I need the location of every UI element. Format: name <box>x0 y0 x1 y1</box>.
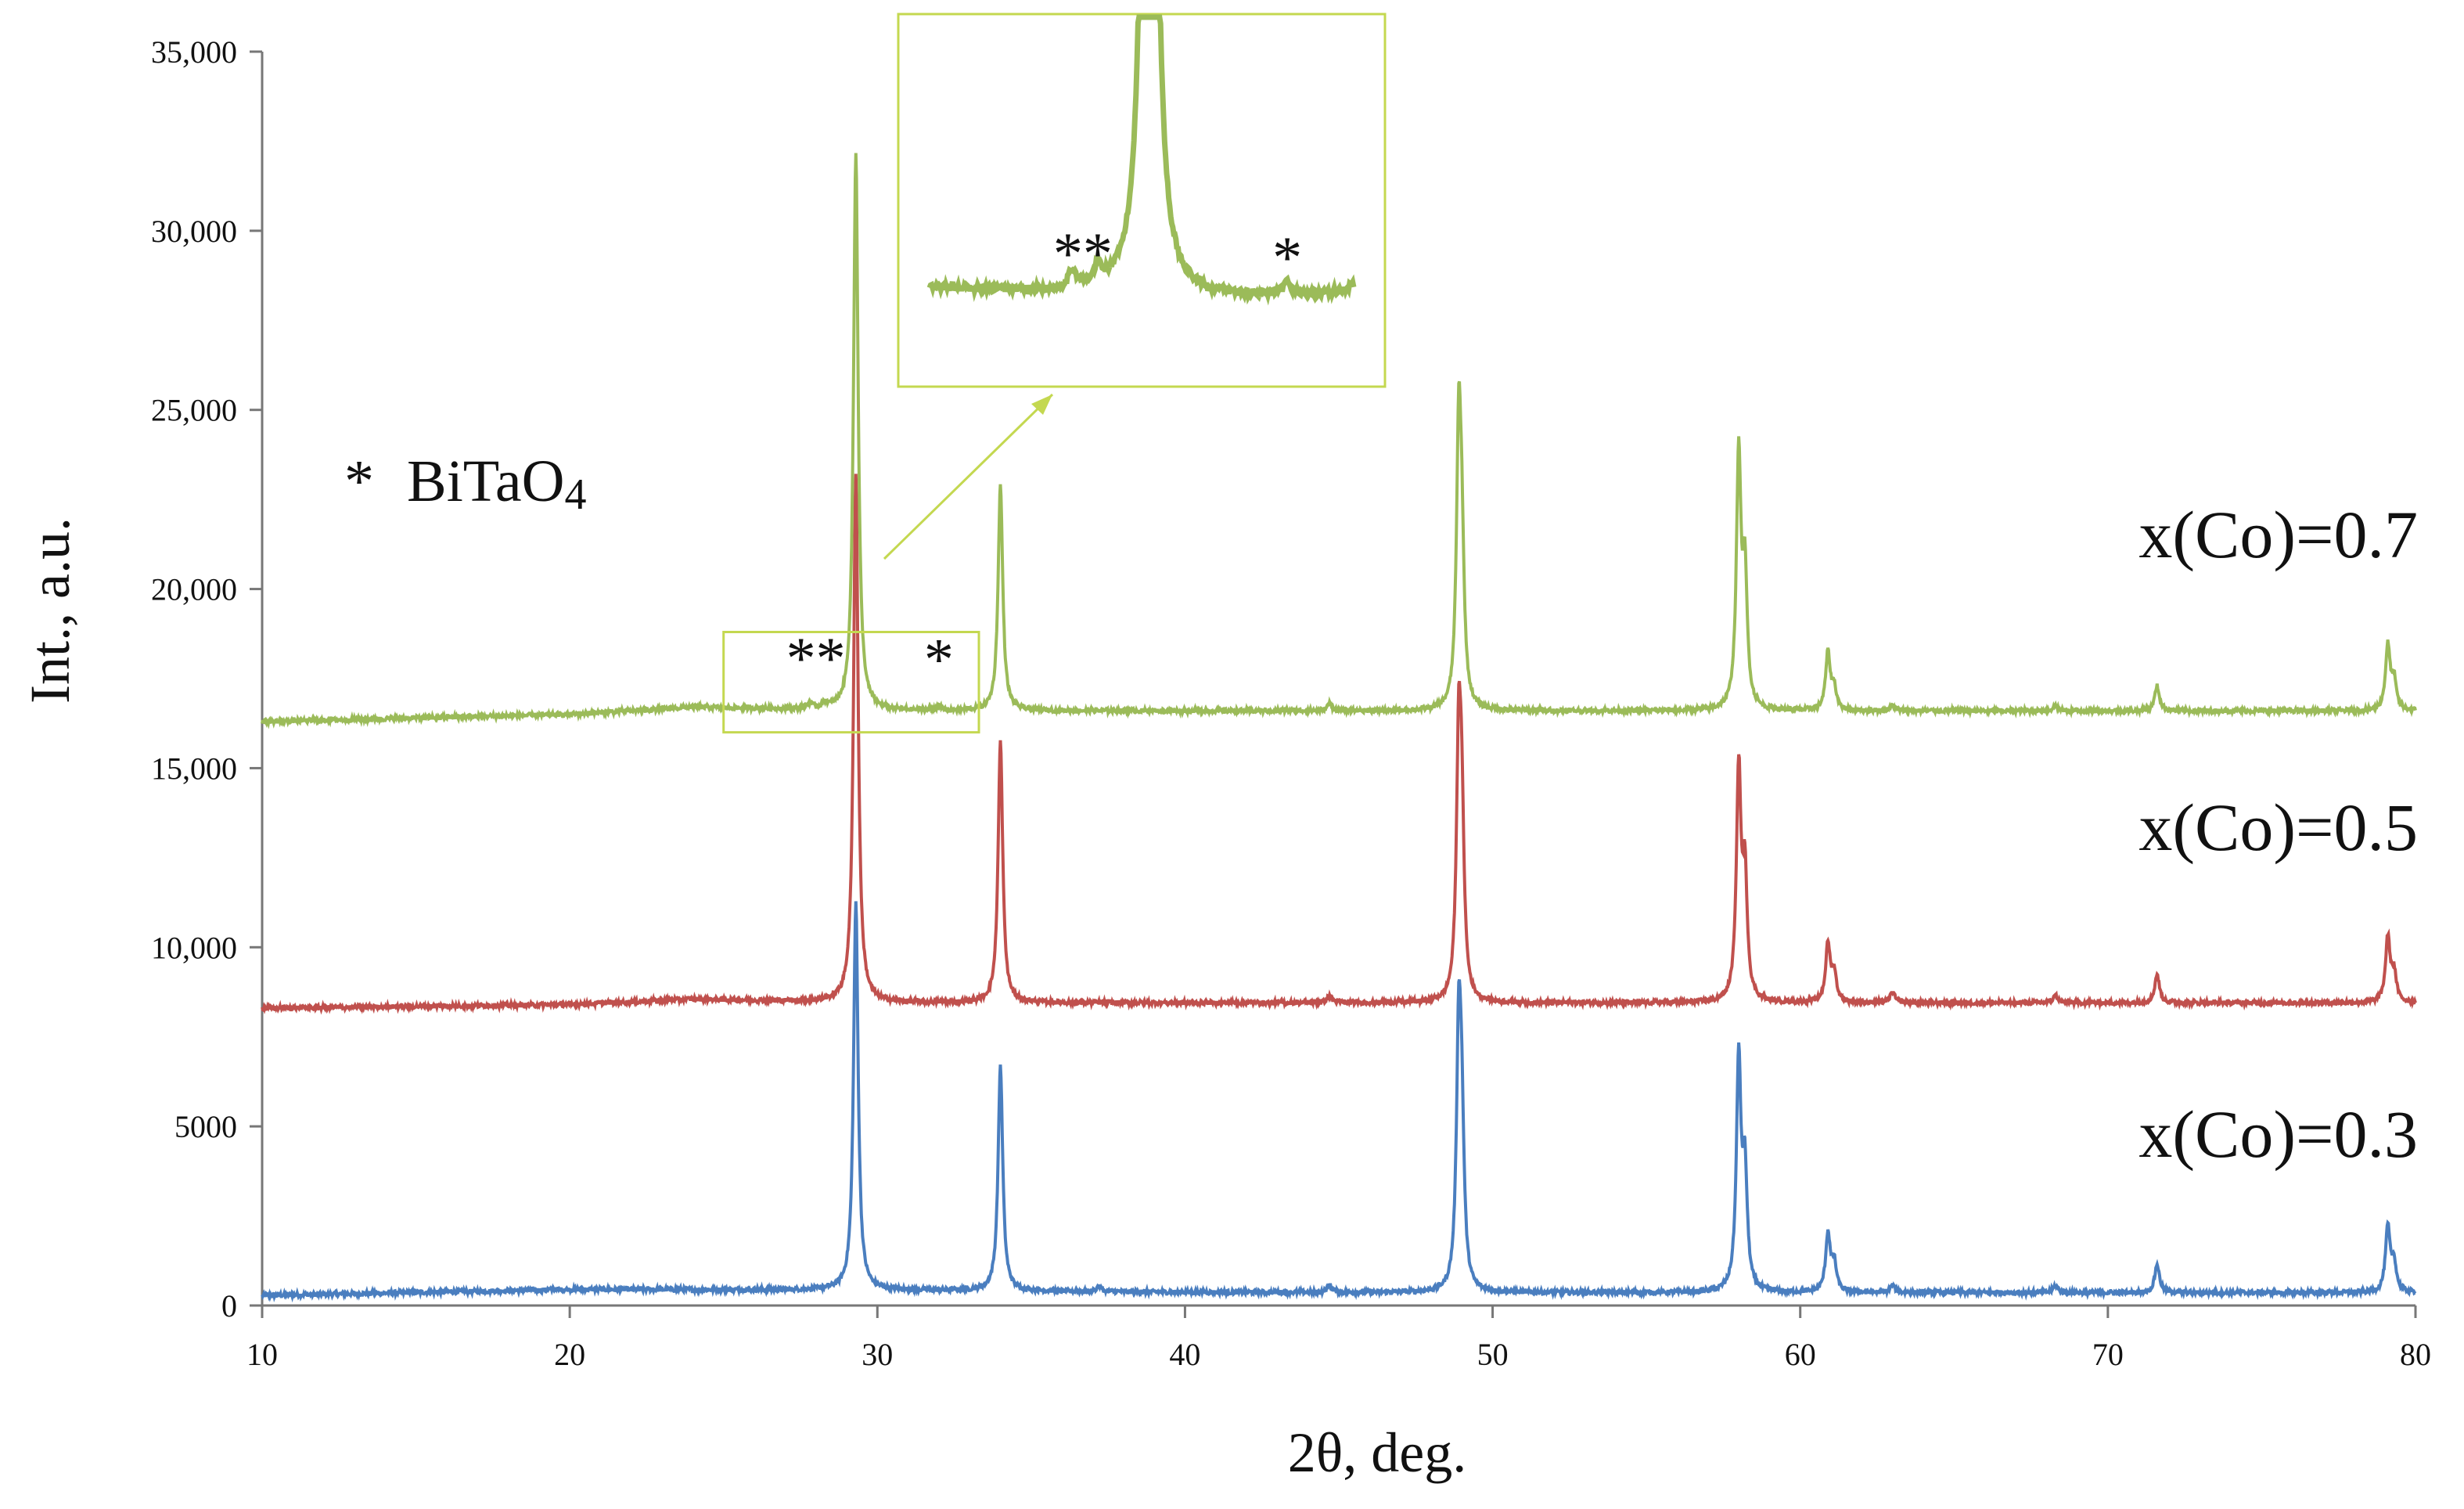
x-tick-label: 70 <box>2092 1337 2124 1372</box>
legend-star: * <box>344 448 374 514</box>
inset-connector-line <box>883 393 1054 560</box>
legend-note: * BiTaO4 <box>344 448 587 519</box>
x-tick-label: 20 <box>554 1337 585 1372</box>
y-tick-label: 10,000 <box>151 930 237 965</box>
y-axis-title: Int., a.u. <box>19 517 81 704</box>
annotation-star-1: * <box>924 627 954 693</box>
inset-star-0: ** <box>1053 221 1113 286</box>
y-tick-label: 35,000 <box>151 34 237 70</box>
x-axis-title: 2θ, deg. <box>1288 1421 1466 1484</box>
zoom-region-box <box>722 630 980 734</box>
legend-subscript: 4 <box>565 470 587 519</box>
x-tick-label: 50 <box>1477 1337 1509 1372</box>
series-label-0: x(Co)=0.3 <box>2138 1097 2418 1172</box>
series-line-2 <box>261 153 2417 729</box>
series-line-0 <box>261 901 2417 1303</box>
x-tick-label: 80 <box>2400 1337 2431 1372</box>
inset-star-1: * <box>1272 225 1302 291</box>
legend-text: BiTaO4 <box>407 448 587 519</box>
inset-connector-arrowhead <box>1031 394 1052 415</box>
series-line-1 <box>261 474 2417 1015</box>
series-label-2: x(Co)=0.7 <box>2138 497 2418 572</box>
axes: 0 5000 10,000 15,000 20,000 25,000 30,000 35,00… <box>151 34 2431 1372</box>
x-tick-label: 40 <box>1169 1337 1200 1372</box>
annotation-star-0: ** <box>786 626 846 692</box>
labels-layer: x(Co)=0.3x(Co)=0.5x(Co)=0.7** * <box>786 497 2418 1172</box>
y-tick-label: 30,000 <box>151 214 237 249</box>
x-tick-label: 30 <box>862 1337 893 1372</box>
series-label-1: x(Co)=0.5 <box>2138 790 2418 865</box>
y-tick-label: 25,000 <box>151 393 237 428</box>
y-tick-label: 5000 <box>174 1109 237 1144</box>
y-tick-label: 20,000 <box>151 572 237 607</box>
y-tick-label: 15,000 <box>151 751 237 786</box>
x-tick-label: 60 <box>1785 1337 1816 1372</box>
x-tick-label: 10 <box>246 1337 278 1372</box>
legend-formula: BiTaO <box>407 448 565 514</box>
series-layer <box>261 153 2417 1303</box>
y-tick-label: 0 <box>221 1288 237 1324</box>
inset-layer: ** * <box>722 13 1387 734</box>
inset-series-line <box>926 14 1357 306</box>
inset-box <box>897 13 1387 388</box>
